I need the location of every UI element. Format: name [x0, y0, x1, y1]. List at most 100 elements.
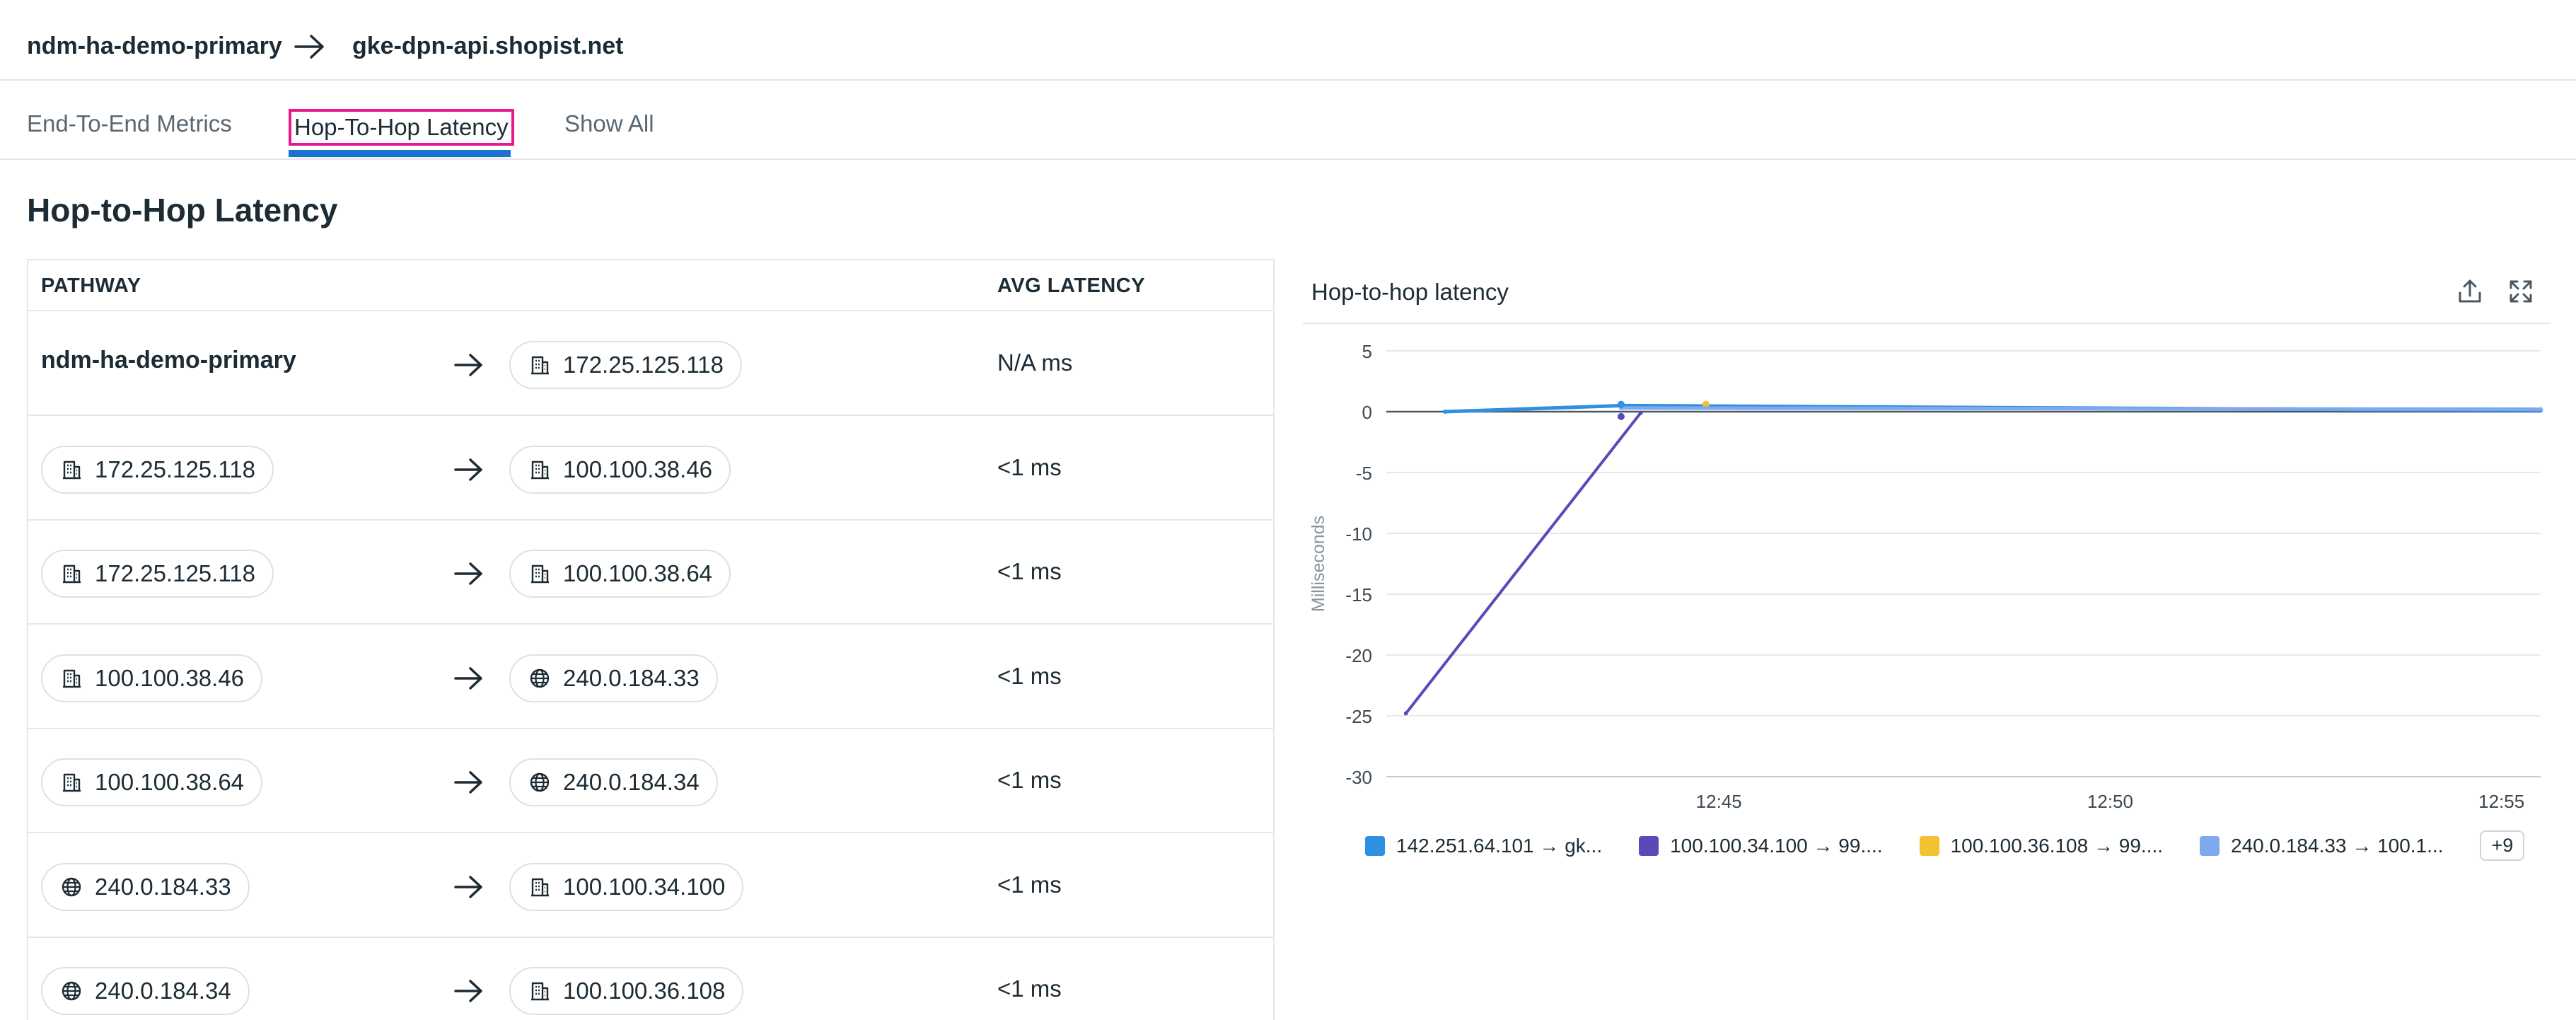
globe-icon: [62, 981, 81, 1001]
data-point: [1617, 400, 1625, 408]
table-row[interactable]: 240.0.184.33 100.100.34.100 <1 ms: [28, 833, 1273, 938]
row-destination-hop[interactable]: 100.100.38.46: [509, 445, 731, 494]
legend-label: 142.251.64.101 → gk...: [1396, 834, 1603, 857]
hop-label: 100.100.38.46: [95, 664, 245, 691]
legend-label: 100.100.36.108 → 99....: [1950, 834, 2164, 857]
hop-label: 240.0.184.33: [95, 873, 231, 900]
building-icon: [63, 564, 81, 584]
hop-label: 100.100.38.64: [95, 769, 245, 795]
building-icon: [63, 460, 81, 479]
arrow-right-icon: [454, 666, 482, 690]
building-icon: [531, 564, 549, 584]
export-icon[interactable]: [2454, 276, 2485, 307]
hop-label: 100.100.34.100: [563, 873, 726, 900]
row-avg-latency: <1 ms: [997, 767, 1062, 793]
legend-swatch: [1639, 835, 1659, 856]
row-avg-latency: <1 ms: [997, 871, 1062, 898]
table-row[interactable]: 172.25.125.118 100.100.38.46 <1 ms: [28, 416, 1273, 521]
tab-end-to-end-metrics[interactable]: End-To-End Metrics: [27, 110, 232, 137]
arrow-right-icon: [294, 35, 324, 59]
tab-hop-to-hop-latency[interactable]: Hop-To-Hop Latency: [289, 109, 514, 146]
x-tick-label: 12:50: [2087, 791, 2133, 812]
building-icon: [63, 773, 81, 792]
building-icon: [531, 460, 549, 479]
table-row[interactable]: 100.100.38.64 240.0.184.34 <1 ms: [28, 729, 1273, 833]
pathway-table: PATHWAY AVG LATENCY ndm-ha-demo-primary 1…: [27, 259, 1275, 1020]
hop-label: 240.0.184.34: [563, 769, 700, 795]
row-source-hop[interactable]: 100.100.38.46: [41, 654, 263, 702]
legend-swatch: [1919, 835, 1939, 856]
building-icon: [531, 982, 549, 1001]
row-destination-hop[interactable]: 172.25.125.118: [509, 341, 742, 389]
y-tick-label: -25: [1345, 706, 1372, 727]
y-tick-label: -15: [1345, 584, 1372, 605]
y-tick-label: 5: [1362, 341, 1372, 362]
data-point: [1638, 410, 1643, 415]
row-destination-hop[interactable]: 100.100.34.100: [509, 862, 744, 911]
hop-label: 100.100.38.64: [563, 560, 713, 586]
data-point: [2539, 407, 2543, 412]
tab-bar: End-To-End Metrics Hop-To-Hop Latency Sh…: [0, 81, 2576, 160]
hop-label: 172.25.125.118: [95, 560, 255, 586]
row-source-hop[interactable]: 240.0.184.33: [41, 862, 250, 911]
data-point: [1702, 400, 1710, 408]
column-header-avg-latency[interactable]: AVG LATENCY: [997, 274, 1146, 297]
row-avg-latency: <1 ms: [997, 558, 1062, 584]
row-source-hop[interactable]: 172.25.125.118: [41, 550, 274, 598]
y-tick-label: -5: [1356, 463, 1372, 484]
active-tab-indicator: [289, 150, 511, 157]
y-axis-label: Milliseconds: [1309, 516, 1328, 612]
row-destination-hop[interactable]: 100.100.38.64: [509, 550, 731, 598]
building-icon: [531, 356, 549, 375]
latency-chart-panel: Hop-to-hop latency 5 0 -5 -10 -15 -20 -25 -30 12…: [1303, 259, 2551, 896]
arrow-right-icon: [454, 771, 482, 794]
arrow-right-icon: [454, 875, 482, 898]
arrow-right-icon: [454, 354, 482, 376]
row-source-hop[interactable]: 172.25.125.118: [41, 445, 274, 494]
row-avg-latency: <1 ms: [997, 975, 1062, 1002]
legend-item[interactable]: 142.251.64.101 → gk...: [1365, 835, 1602, 857]
breadcrumb: ndm-ha-demo-primary gke-dpn-api.shopist.…: [0, 0, 2576, 81]
series-line: [1405, 412, 1642, 714]
legend-more-button[interactable]: +9: [2480, 830, 2525, 861]
row-source-host: ndm-ha-demo-primary: [41, 347, 296, 373]
breadcrumb-source[interactable]: ndm-ha-demo-primary: [27, 33, 282, 59]
column-header-pathway[interactable]: PATHWAY: [41, 274, 141, 297]
hop-label: 240.0.184.34: [95, 978, 231, 1004]
panel-divider: [1303, 323, 2551, 324]
breadcrumb-destination[interactable]: gke-dpn-api.shopist.net: [352, 33, 624, 59]
legend-item[interactable]: 240.0.184.33 → 100.1...: [2200, 835, 2443, 857]
chart-legend: 142.251.64.101 → gk... 100.100.34.100 → 9…: [1365, 830, 2525, 861]
table-row[interactable]: 172.25.125.118 100.100.38.64 <1 ms: [28, 520, 1273, 625]
legend-label: 100.100.34.100 → 99....: [1670, 834, 1883, 857]
row-avg-latency: N/A ms: [997, 349, 1073, 376]
row-destination-hop[interactable]: 240.0.184.34: [509, 758, 718, 806]
arrow-right-icon: [454, 562, 482, 585]
legend-item[interactable]: 100.100.34.100 → 99....: [1639, 834, 1883, 857]
legend-label: 240.0.184.33 → 100.1...: [2231, 834, 2444, 857]
legend-swatch: [2200, 835, 2220, 856]
row-destination-hop[interactable]: 240.0.184.33: [509, 654, 718, 702]
expand-icon[interactable]: [2505, 276, 2536, 307]
table-row[interactable]: ndm-ha-demo-primary 172.25.125.118 N/A ms: [28, 311, 1273, 416]
legend-item[interactable]: 100.100.36.108 → 99....: [1919, 834, 2164, 857]
legend-swatch: [1365, 835, 1385, 856]
table-row[interactable]: 100.100.38.46 240.0.184.33 <1 ms: [28, 625, 1273, 729]
chart-title: Hop-to-hop latency: [1311, 279, 1509, 305]
row-source-hop[interactable]: 240.0.184.34: [41, 967, 250, 1015]
row-destination-hop[interactable]: 100.100.36.108: [509, 967, 744, 1015]
tab-show-all[interactable]: Show All: [564, 110, 654, 137]
table-row[interactable]: 240.0.184.34 100.100.36.108 <1 ms: [28, 937, 1273, 1020]
y-tick-label: -30: [1345, 767, 1372, 788]
data-point: [1403, 711, 1408, 716]
y-tick-label: 0: [1362, 402, 1372, 423]
y-tick-label: -10: [1345, 523, 1372, 545]
building-icon: [63, 669, 81, 688]
hop-label: 172.25.125.118: [563, 352, 724, 378]
arrow-right-icon: [454, 980, 482, 1002]
building-icon: [531, 878, 549, 896]
latency-line-chart[interactable]: 5 0 -5 -10 -15 -20 -25 -30 12:45 12:50 12:55 Millis…: [1303, 330, 2551, 825]
series-line: [1620, 406, 2541, 412]
globe-icon: [530, 668, 550, 688]
row-source-hop[interactable]: 100.100.38.64: [41, 758, 263, 806]
